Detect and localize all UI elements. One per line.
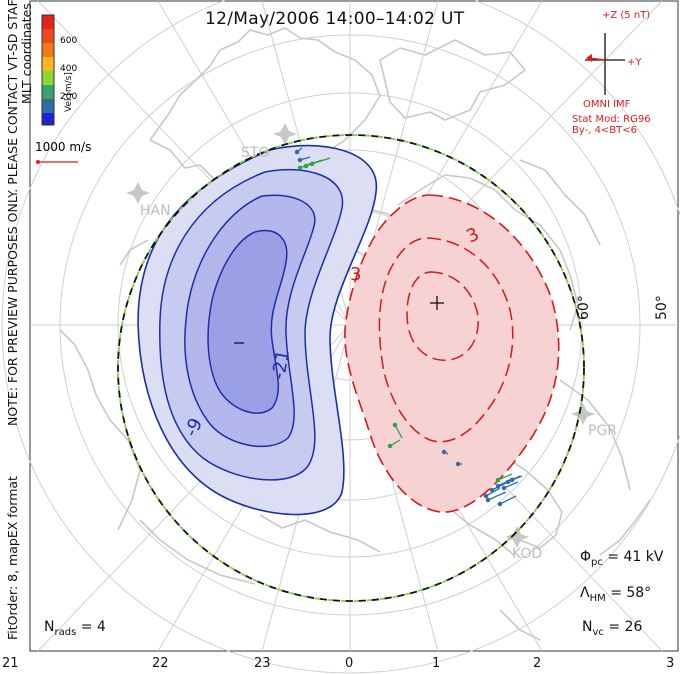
contour-positive-2 <box>378 237 514 443</box>
contour-positive-3 <box>406 271 479 361</box>
preview-note: NOTE: FOR PREVIEW PURPOSES ONLY. PLEASE … <box>5 0 20 426</box>
stat-n-rads: Nrads = 4 <box>44 619 106 638</box>
stat-value: = 4 <box>80 619 106 635</box>
colorbar-tick-400: 400 <box>60 64 78 74</box>
velocity-vectors <box>294 147 523 507</box>
colorbar <box>41 14 55 126</box>
station-label-kod: KOD <box>512 546 542 562</box>
stat-subscript: vc <box>592 626 604 638</box>
plot-frame <box>29 0 679 652</box>
coordinates-label: MLT coordinates <box>19 3 34 104</box>
imf-condition: By-, 4<BT<6 <box>572 125 638 136</box>
vector-scale <box>36 160 78 164</box>
stat-subscript: pc <box>591 556 603 568</box>
stat-symbol: Φ <box>580 549 592 565</box>
stat-phi-pc: Φpc = 41 kV <box>580 549 663 568</box>
coastlines <box>59 27 651 641</box>
vector-scale-label: 1000 m/s <box>35 140 92 154</box>
colorbar-tick-600: 600 <box>60 36 78 46</box>
stat-value: = 26 <box>608 619 643 635</box>
mlt-label-0: 0 <box>345 656 354 671</box>
station-markers <box>126 123 595 548</box>
stat-subscript: HM <box>589 592 606 604</box>
fit-order-note: FitOrder: 8, mapEX format <box>5 476 20 640</box>
mlt-label-22: 22 <box>152 656 169 671</box>
mlt-label-2: 2 <box>533 656 542 671</box>
station-label-pgr: PGR <box>588 423 617 439</box>
station-marker <box>505 526 529 548</box>
imf-model: Stat Mod: RG96 <box>572 114 651 125</box>
dawn-positive-cell <box>344 194 560 513</box>
imf-z-label: +Z (5 nT) <box>602 10 651 21</box>
hm-boundary-green <box>117 134 585 602</box>
stat-symbol: N <box>44 619 55 635</box>
imf-source: OMNI IMF <box>583 99 631 110</box>
stat-n-vc: Nvc = 26 <box>582 619 642 638</box>
imf-y-label: +Y <box>627 57 642 68</box>
stat-value: = 41 kV <box>607 549 664 565</box>
stat-lambda-hm: ΛHM = 58° <box>580 585 651 604</box>
station-marker <box>126 182 150 204</box>
contour-negative-core <box>207 229 288 414</box>
latitude-label-60: 60° <box>576 295 592 320</box>
station-marker <box>273 123 297 145</box>
mlt-label-1: 1 <box>432 656 441 671</box>
potential-extrema <box>234 296 444 344</box>
mlt-label-23: 23 <box>254 656 271 671</box>
stat-value: = 58° <box>610 585 652 601</box>
latitude-label-50: 50° <box>654 295 670 320</box>
imf-dial <box>585 33 625 95</box>
mlt-label-21: 21 <box>2 656 19 671</box>
station-label-han: HAN <box>140 203 171 219</box>
station-label-sto: STO <box>241 145 269 161</box>
plot-title: 12/May/2006 14:00–14:02 UT <box>205 9 465 29</box>
contour-label-3-left: 3 <box>350 264 361 285</box>
stat-symbol: N <box>582 619 593 635</box>
mlt-label-3: 3 <box>666 656 675 671</box>
colorbar-tick-200: 200 <box>60 92 78 102</box>
contour-label-minus-21: -21 <box>268 348 294 381</box>
stat-subscript: rads <box>54 626 77 638</box>
dusk-negative-cell <box>137 144 378 516</box>
station-marker <box>571 403 595 425</box>
stat-symbol: Λ <box>580 585 590 601</box>
